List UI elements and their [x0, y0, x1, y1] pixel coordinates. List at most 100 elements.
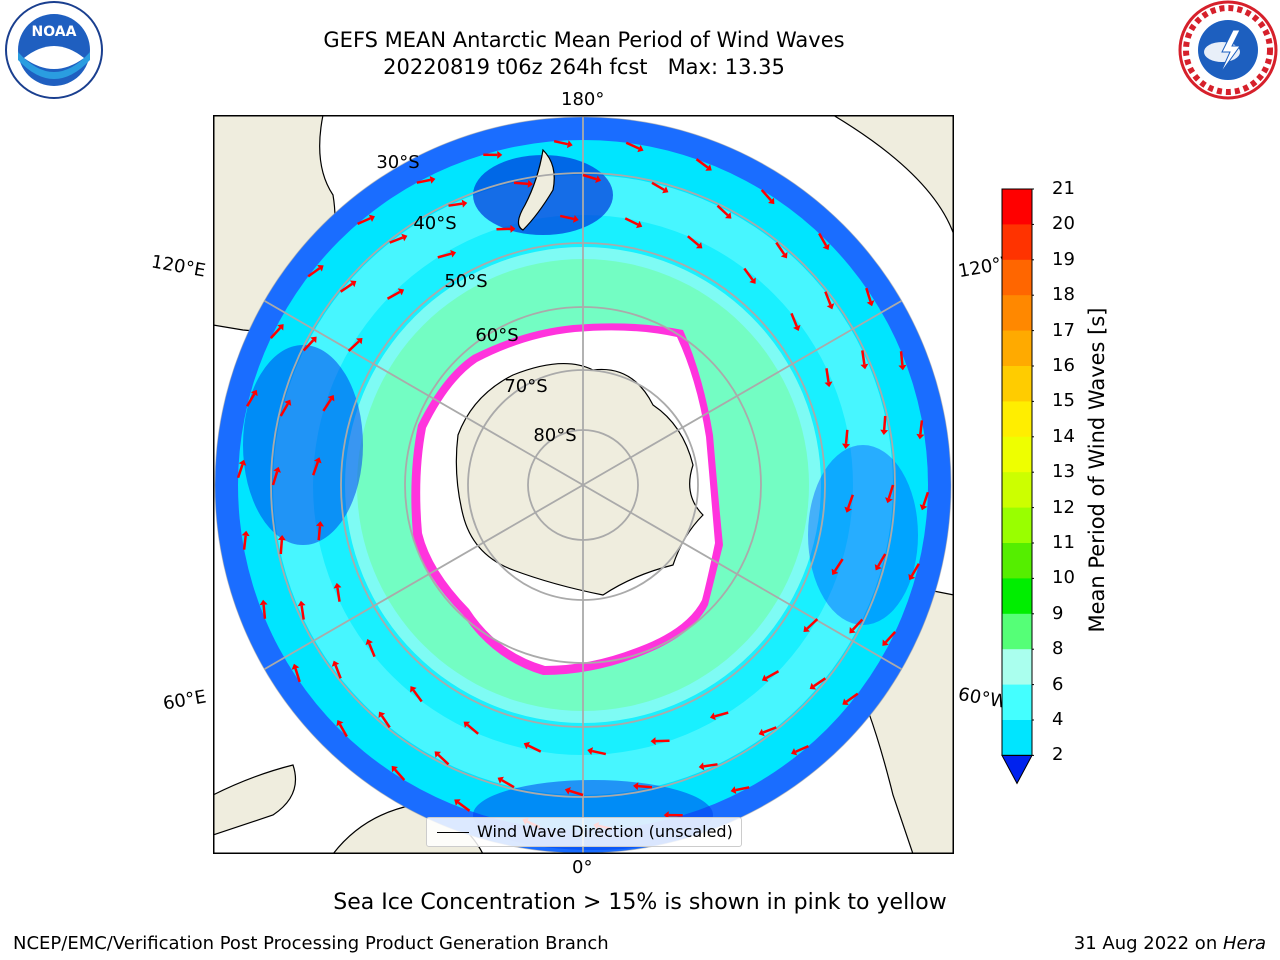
- wind-arrow: [735, 786, 750, 792]
- wind-arrow: [412, 689, 423, 703]
- wind-arrow: [553, 139, 569, 146]
- wind-arrow-head: [768, 197, 775, 205]
- wind-arrow: [847, 494, 855, 509]
- colorbar-band: [1002, 613, 1032, 650]
- colorbar-band: [1002, 649, 1032, 686]
- wind-arrow-head: [273, 466, 281, 473]
- colorbar-tick-label: 21: [1052, 178, 1075, 199]
- wind-arrow-head: [277, 535, 286, 541]
- wind-arrow: [865, 287, 872, 302]
- africa-land-fragment: [213, 764, 297, 836]
- colorbar-tick-label: 8: [1052, 638, 1064, 660]
- wind-arrow-head: [523, 741, 530, 750]
- wind-arrow: [851, 618, 864, 631]
- svg-text:NOAA: NOAA: [32, 24, 77, 40]
- wind-arrow: [743, 267, 754, 281]
- wind-arrow: [317, 526, 322, 541]
- lat-label-60s: 60°S: [475, 325, 518, 346]
- wind-arrow: [569, 789, 584, 797]
- wind-arrow-head: [662, 186, 669, 194]
- wind-arrow: [882, 415, 887, 431]
- wind-arrow-head: [822, 243, 830, 251]
- wind-arrow: [501, 779, 515, 789]
- wind-arrow-head: [695, 242, 703, 249]
- wind-arrow: [695, 158, 709, 169]
- wind-arrow: [806, 618, 819, 630]
- colorbar-tick-label: 10: [1052, 567, 1075, 589]
- footer-date: 31 Aug 2022 on Hera: [1074, 933, 1266, 954]
- wind-arrow: [884, 631, 897, 644]
- wind-arrow-head: [898, 364, 907, 371]
- colorbar-tick-label: 12: [1052, 496, 1075, 518]
- wind-arrow: [242, 535, 247, 550]
- wind-arrow-head: [316, 521, 324, 527]
- footer-date-text: 31 Aug 2022 on: [1073, 933, 1223, 954]
- colorbar-tick-label: 19: [1052, 248, 1075, 270]
- wind-arrow: [246, 393, 256, 407]
- wind-arrow: [394, 768, 406, 781]
- colorbar-tick-label: 6: [1052, 673, 1064, 695]
- wind-arrow: [236, 464, 244, 479]
- pacific-corner: [831, 115, 954, 236]
- wind-arrow-head: [826, 303, 835, 310]
- wind-arrow: [813, 677, 827, 688]
- polar-map: 30°S 40°S 50°S 60°S 70°S 80°S: [213, 115, 954, 854]
- wind-arrow-head: [429, 175, 436, 184]
- wind-arrow: [919, 420, 924, 435]
- wind-arrow-head: [709, 712, 716, 721]
- wind-arrow: [833, 558, 844, 572]
- wind-arrow: [338, 723, 348, 738]
- wind-arrow-head: [698, 762, 705, 771]
- wind-arrow: [279, 403, 289, 417]
- lon-label-180: 180°: [561, 89, 605, 110]
- colorbar-band: [1002, 543, 1032, 579]
- wind-arrow-head: [365, 639, 373, 646]
- wind-arrow: [760, 189, 772, 202]
- wind-arrow-head: [564, 787, 571, 795]
- wind-arrow-head: [241, 530, 250, 537]
- lat-label-50s: 50°S: [444, 271, 487, 292]
- wind-arrow-head: [633, 782, 639, 791]
- wind-arrow: [389, 236, 404, 244]
- colorbar-band: [1002, 684, 1032, 721]
- wind-arrow: [336, 587, 341, 602]
- lat-label-70s: 70°S: [504, 376, 547, 397]
- wind-arrow: [527, 744, 542, 753]
- wind-arrow: [861, 350, 866, 365]
- wind-arrow: [824, 291, 832, 306]
- wind-arrow: [716, 204, 729, 217]
- wind-arrow-head: [919, 504, 928, 511]
- wind-arrow: [637, 784, 653, 789]
- wind-arrow-head: [238, 459, 247, 466]
- wind-arrow: [368, 643, 376, 658]
- colorbar-tick-label: 15: [1052, 390, 1075, 412]
- colorbar-tick-label: 13: [1052, 461, 1075, 483]
- wind-arrow-head: [793, 324, 801, 331]
- colorbar-tick-label: 14: [1052, 425, 1075, 447]
- wind-arrow: [339, 282, 353, 293]
- colorbar-band: [1002, 507, 1032, 544]
- wind-arrow: [466, 723, 479, 735]
- wind-arrow: [437, 753, 450, 766]
- colorbar-band: [1002, 401, 1032, 438]
- new-zealand-land: [517, 148, 555, 231]
- wind-arrow-head: [497, 776, 504, 784]
- colorbar-band: [1002, 330, 1032, 367]
- legend-line-icon: [437, 832, 469, 833]
- colorbar-band: [1002, 436, 1032, 473]
- wind-arrow-head: [749, 277, 756, 284]
- wind-arrow-head: [705, 164, 712, 171]
- wind-arrow-head: [916, 433, 925, 440]
- colorbar-tick-label: 9: [1052, 602, 1064, 624]
- wind-arrow: [714, 711, 729, 718]
- wind-arrow: [877, 553, 887, 567]
- colorbar-tick-label: 4: [1052, 709, 1064, 730]
- chart-title: GEFS MEAN Antarctic Mean Period of Wind …: [323, 28, 845, 52]
- wind-arrow: [357, 217, 371, 225]
- wind-arrow: [899, 351, 904, 366]
- wind-arrow-head: [391, 765, 398, 773]
- wind-arrow-head: [730, 786, 737, 795]
- colorbar-tick-label: 16: [1052, 355, 1075, 376]
- wind-arrow: [380, 715, 391, 729]
- colorbar-label: Mean Period of Wind Waves [s]: [1085, 307, 1109, 633]
